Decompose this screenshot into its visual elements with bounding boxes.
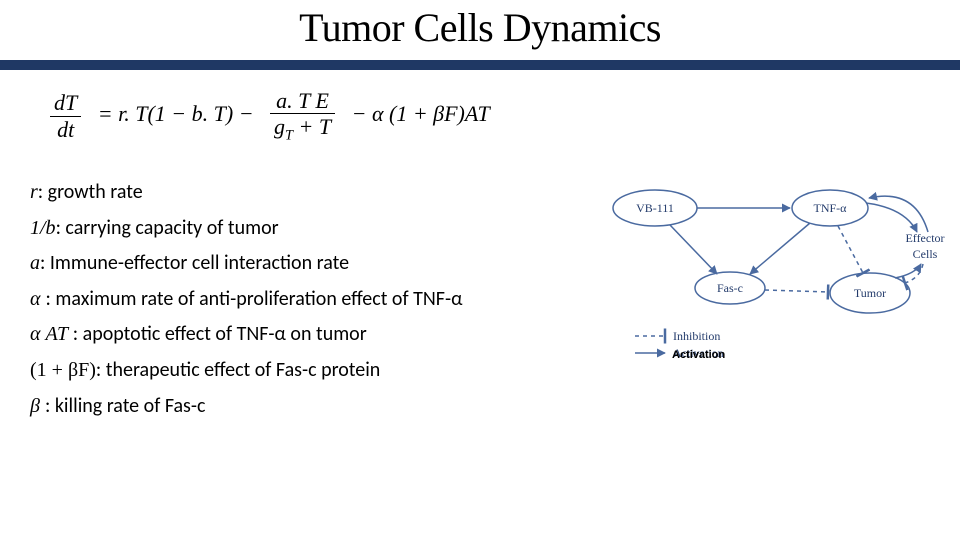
node-tumor-label: Tumor (854, 286, 886, 300)
eq-t2-num: a. T E (276, 88, 329, 113)
edge-fasc-tumor (765, 290, 828, 292)
node-vb111-label: VB-111 (636, 201, 674, 215)
eq-lhs-num: dT (54, 90, 77, 115)
eq-lhs-den: dt (57, 117, 74, 142)
def-row: a: Immune-effector cell interaction rate (30, 246, 590, 282)
def-row: 1/b: carrying capacity of tumor (30, 211, 590, 247)
def-row: β : killing rate of Fas-c (30, 389, 590, 425)
title-underline (0, 60, 960, 70)
edge-tnfa-tumor (838, 226, 863, 273)
def-row: α AT : apoptotic effect of TNF-α on tumo… (30, 317, 590, 353)
eq-t2-den-r: + T (293, 114, 331, 139)
eq-t2-den-l: g (274, 114, 285, 139)
edge-vb111-fasc (670, 225, 717, 274)
node-fasc-label: Fas-c (717, 281, 743, 295)
activation-overlay-label: Activation (672, 349, 725, 361)
eq-t2-den-sub: T (285, 128, 293, 144)
slide: Tumor Cells Dynamics dT dt = r. T(1 − b.… (0, 0, 960, 540)
node-tnfa-label: TNF-α (814, 201, 848, 215)
edge-effector-tnfa (869, 196, 928, 232)
edge-tnfa-fasc (750, 223, 810, 274)
def-row: α : maximum rate of anti-proliferation e… (30, 282, 590, 318)
main-equation: dT dt = r. T(1 − b. T) − a. T E gT + T −… (50, 88, 490, 144)
parameter-definitions: r: growth rate 1/b: carrying capacity of… (30, 175, 590, 424)
slide-title: Tumor Cells Dynamics (0, 4, 960, 51)
def-row: r: growth rate (30, 175, 590, 211)
eq-part2: − α (1 + βF)AT (352, 101, 490, 126)
legend-inhibition: Inhibition (673, 329, 720, 343)
node-effector-label: Effector (905, 231, 944, 245)
edge-tnfa-effector (866, 203, 917, 232)
edge-tumor-effector (895, 264, 921, 278)
def-row: (1 + βF): therapeutic effect of Fas-c pr… (30, 353, 590, 389)
eq-part1: = r. T(1 − b. T) − (98, 101, 254, 126)
node-cells-label: Cells (913, 247, 938, 261)
network-diagram: VB-111 TNF-α Fas-c Tumor Effector Cells (595, 178, 945, 388)
